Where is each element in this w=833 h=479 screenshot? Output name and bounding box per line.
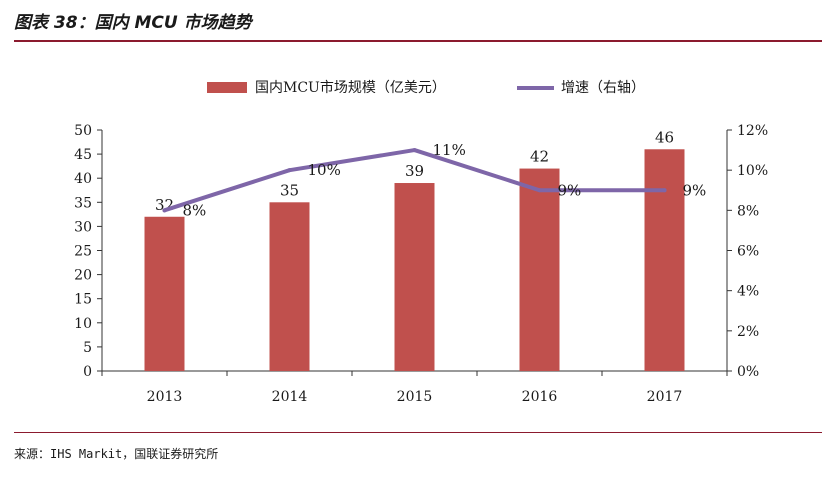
bar-value-label: 42	[530, 148, 549, 166]
y-left-tick-label: 30	[74, 219, 92, 235]
y-left-tick-label: 50	[74, 123, 92, 139]
y-right-tick-label: 0%	[737, 364, 759, 380]
y-left-tick-label: 15	[74, 292, 92, 308]
bar	[644, 149, 685, 371]
y-right-tick-label: 10%	[737, 163, 768, 179]
y-left-tick-label: 20	[74, 268, 92, 284]
figure-title: 图表 38：国内 MCU 市场趋势	[14, 13, 252, 33]
bar-value-label: 46	[655, 128, 674, 146]
growth-value-label: 9%	[683, 181, 707, 199]
bar	[144, 216, 185, 371]
growth-point	[537, 188, 542, 193]
growth-value-label: 11%	[433, 141, 466, 159]
growth-point	[287, 168, 292, 173]
y-left-tick-label: 25	[74, 244, 92, 260]
title-rule	[14, 40, 822, 42]
bar	[269, 202, 310, 371]
growth-value-label: 8%	[183, 201, 207, 219]
y-left-tick-label: 10	[74, 316, 92, 332]
y-left-tick-label: 0	[83, 364, 92, 380]
footer-rule	[14, 432, 822, 433]
growth-point	[662, 188, 667, 193]
source-note: 来源：IHS Markit，国联证券研究所	[14, 447, 219, 461]
bar	[394, 183, 435, 371]
y-left-tick-label: 40	[74, 171, 92, 187]
x-tick-label: 2015	[397, 389, 433, 405]
y-right-tick-label: 6%	[737, 244, 759, 260]
legend-line-label: 增速（右轴）	[561, 80, 645, 96]
growth-point	[412, 148, 417, 153]
growth-point	[162, 208, 167, 213]
bar-value-label: 39	[405, 162, 424, 180]
y-left-tick-label: 45	[74, 147, 92, 163]
x-tick-label: 2017	[647, 389, 683, 405]
x-tick-label: 2014	[272, 389, 308, 405]
bar	[519, 168, 560, 371]
bar-value-label: 35	[280, 181, 299, 199]
combo-chart: 国内MCU市场规模（亿美元） 增速（右轴） 0 5 10 15 20 25 30 35 40 45 50…	[74, 79, 768, 405]
growth-value-label: 9%	[558, 181, 582, 199]
x-tick-label: 2016	[522, 389, 558, 405]
y-right-tick-label: 12%	[737, 123, 768, 139]
y-left-tick-label: 35	[74, 195, 92, 211]
legend-bar-swatch	[207, 82, 247, 93]
legend-bar-label: 国内MCU市场规模（亿美元）	[255, 79, 446, 96]
growth-value-label: 10%	[308, 161, 341, 179]
y-left-tick-label: 5	[83, 340, 92, 356]
y-right-tick-label: 4%	[737, 284, 759, 300]
y-right-tick-label: 2%	[737, 324, 759, 340]
y-right-tick-label: 8%	[737, 203, 759, 219]
x-tick-label: 2013	[147, 389, 183, 405]
